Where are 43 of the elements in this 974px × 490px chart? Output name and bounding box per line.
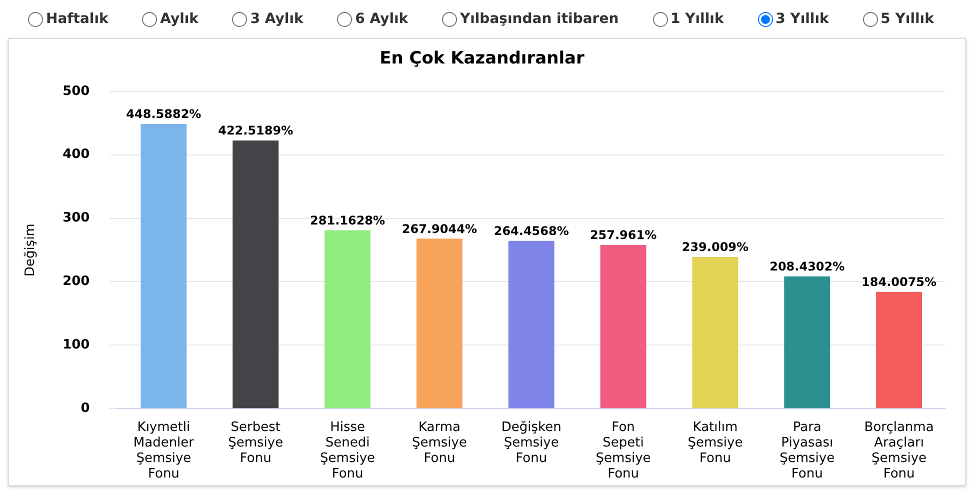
chart-title: En Çok Kazandıranlar — [380, 48, 585, 69]
bar — [232, 140, 279, 408]
text: 5 Yıllık — [880, 11, 934, 27]
y-tick-label: 0 — [80, 400, 90, 416]
data-label: 184.0075% — [862, 274, 937, 289]
y-tick-label: 400 — [62, 147, 90, 162]
y-tick-label: 300 — [62, 210, 90, 226]
text: Aylık — [160, 11, 198, 27]
x-tick-label: Serbest Şemsiye Fonu — [228, 420, 284, 466]
data-label: 267.9044% — [402, 222, 477, 236]
bar — [876, 292, 922, 408]
y-tick-label: 500 — [62, 84, 90, 99]
bar — [508, 240, 554, 408]
data-label: 281.1628% — [310, 213, 386, 228]
x-tick-label: Borçlanma Araçları Şemsiye Fonu — [864, 420, 934, 482]
bar — [692, 256, 738, 408]
data-label: 208.4302% — [770, 259, 845, 274]
text: 3 Aylık — [250, 11, 304, 27]
bar — [784, 276, 830, 408]
data-label: 422.5189% — [218, 124, 294, 138]
bar — [416, 238, 462, 408]
bar — [140, 124, 187, 408]
x-tick-label: Katılım Şemsiye Fonu — [688, 420, 743, 466]
x-tick-label: Hisse Senedi Şemsiye Fonu — [320, 420, 376, 482]
text: 3 Yıllık — [776, 11, 829, 27]
y-axis-title: Değişim — [23, 224, 38, 276]
text: 6 Aylık — [355, 11, 408, 27]
text: Haftalık — [46, 11, 108, 27]
x-tick-label: Fon Sepeti Şemsiye Fonu — [596, 420, 651, 482]
text: 1 Yıllık — [670, 11, 724, 27]
x-tick-label: Karma Şemsiye Fonu — [412, 420, 467, 466]
data-label: 264.4568% — [494, 224, 569, 238]
data-label: 239.009% — [682, 240, 749, 254]
y-tick-label: 100 — [62, 338, 90, 353]
bar — [600, 244, 646, 408]
x-tick-label: Para Piyasası Şemsiye Fonu — [780, 420, 835, 482]
data-label: 448.5882% — [126, 107, 202, 122]
text: Yılbaşından itibaren — [460, 11, 619, 27]
x-tick-label: Kıymetli Madenler Şemsiye Fonu — [133, 420, 195, 482]
bar — [324, 230, 371, 408]
x-tick-label: Değişken Şemsiye Fonu — [501, 420, 562, 466]
data-label: 257.961% — [590, 228, 657, 242]
y-tick-label: 200 — [62, 274, 90, 290]
